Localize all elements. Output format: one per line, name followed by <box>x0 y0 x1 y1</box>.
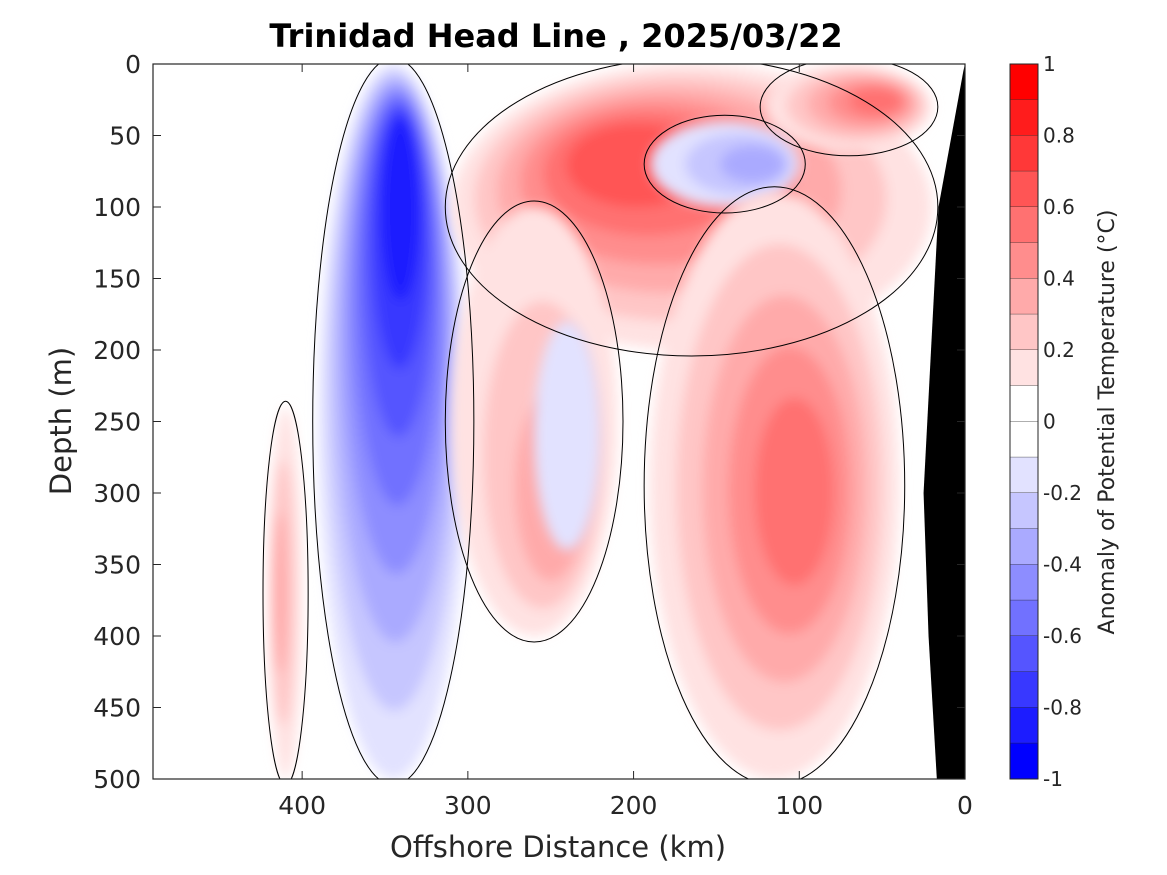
colorbar-tick-label: 0.8 <box>1043 124 1075 148</box>
colorbar-level <box>1010 636 1038 672</box>
colorbar-level <box>1010 600 1038 636</box>
contour-warm-deep-core <box>643 186 906 779</box>
y-tick-label: 250 <box>93 408 141 437</box>
x-axis: 400 300 200 100 0 <box>278 64 973 820</box>
colorbar-level <box>1010 493 1038 529</box>
colorbar-tick-label: -0.6 <box>1043 624 1082 648</box>
colorbar-frame <box>1009 63 1039 780</box>
y-tick-label: 50 <box>109 122 141 151</box>
contour-warm-mid-lobe <box>444 200 624 643</box>
colorbar-level <box>1010 207 1038 243</box>
colorbar-level <box>1010 564 1038 601</box>
colorbar-level <box>1010 350 1038 386</box>
colorbar-level <box>1010 671 1038 708</box>
anomaly-field <box>269 64 965 779</box>
y-tick-label: 200 <box>93 336 141 365</box>
colorbar-level <box>1010 528 1038 565</box>
colorbar-level <box>1010 421 1038 458</box>
y-tick-label: 100 <box>93 193 141 222</box>
y-tick-label: 400 <box>93 622 141 651</box>
zero-contours <box>262 64 939 779</box>
contour-warm-nearshore-surface <box>759 64 939 157</box>
colorbar-tick-label: 1 <box>1043 52 1056 76</box>
chart-title: Trinidad Head Line , 2025/03/22 <box>269 17 842 55</box>
colorbar-tick-label: -0.2 <box>1043 481 1082 505</box>
colorbar-level <box>1010 99 1038 136</box>
colorbar: 1 0.8 0.6 0.4 0.2 0 -0.2 -0.4 -0.6 -0.8 -1 <box>1009 52 1082 791</box>
y-tick-label: 300 <box>93 479 141 508</box>
colorbar-tick-label: 0.6 <box>1043 195 1075 219</box>
y-tick-label: 350 <box>93 551 141 580</box>
colorbar-level <box>1010 278 1038 315</box>
y-tick-label: 150 <box>93 265 141 294</box>
x-tick-label: 200 <box>610 791 658 820</box>
feature-cool-weak-tongue <box>534 321 601 551</box>
feature-cool-subsurface-lens <box>650 121 800 207</box>
colorbar-label: Anomaly of Potential Temperature (°C) <box>1095 210 1120 635</box>
y-tick-label: 0 <box>125 50 141 79</box>
colorbar-tick-label: 0 <box>1043 410 1056 434</box>
feature-cold-core <box>318 64 468 779</box>
x-axis-label: Offshore Distance (km) <box>390 830 726 864</box>
feature-warm-nearshore-surface <box>766 64 932 150</box>
contour-warm-upper-band <box>444 64 939 357</box>
colorbar-tick-label: -0.4 <box>1043 553 1082 577</box>
x-tick-label: 400 <box>278 791 326 820</box>
colorbar-tick-label: 0.2 <box>1043 338 1075 362</box>
colorbar-tick-label: -0.8 <box>1043 696 1082 720</box>
colorbar-level <box>1010 242 1038 279</box>
colorbar-level <box>1010 135 1038 172</box>
bathymetry <box>923 64 965 779</box>
x-tick-label: 300 <box>444 791 492 820</box>
x-tick-label: 0 <box>957 791 973 820</box>
colorbar-level <box>1010 457 1038 493</box>
contour-cold-core <box>312 64 475 779</box>
y-axis: 0 50 100 150 200 250 300 350 400 450 500 <box>93 50 965 794</box>
colorbar-tick-label: -1 <box>1043 767 1063 791</box>
colorbar-level <box>1010 385 1038 422</box>
feature-warm-deep-core <box>650 192 899 779</box>
contour-warm-offshore-edge <box>262 400 309 779</box>
y-tick-label: 450 <box>93 694 141 723</box>
feature-warm-offshore-edge <box>269 407 303 779</box>
colorbar-level <box>1010 743 1038 779</box>
colorbar-level <box>1010 314 1038 350</box>
colorbar-level <box>1010 707 1038 744</box>
y-tick-label: 500 <box>93 765 141 794</box>
y-axis-label: Depth (m) <box>44 347 78 495</box>
contour-cool-subsurface-lens <box>643 114 806 214</box>
x-tick-label: 100 <box>775 791 823 820</box>
colorbar-level <box>1010 171 1038 207</box>
colorbar-tick-label: 0.4 <box>1043 267 1075 291</box>
colorbar-level <box>1010 64 1038 100</box>
